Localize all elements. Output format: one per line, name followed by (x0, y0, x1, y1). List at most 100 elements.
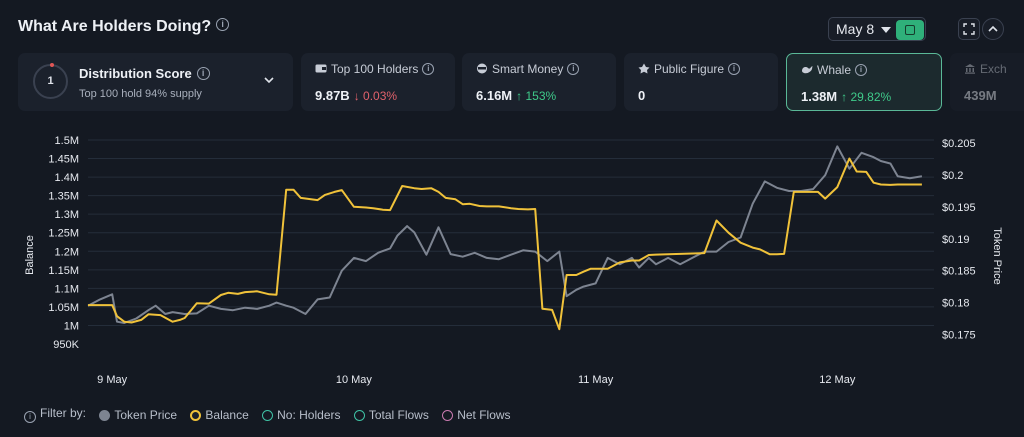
card-label: Top 100 Holders i (315, 62, 435, 76)
legend-toggle-holders[interactable]: No: Holders (262, 408, 340, 422)
x-tick-label: 9 May (97, 374, 127, 386)
chevron-up-icon (988, 25, 998, 32)
whale-icon (802, 66, 813, 74)
x-tick-label: 10 May (336, 374, 373, 386)
left-axis-labels: 1.5M 1.45M 1.4M 1.35M 1.3M 1.25M 1.2M 1.15M 1.1M… (48, 135, 79, 351)
y-tick-label-left: 1.3M (55, 209, 79, 221)
info-icon[interactable]: i (728, 62, 741, 75)
y-tick-label-left: 1.45M (48, 154, 79, 166)
distribution-score-title-text: Distribution Score (79, 66, 192, 81)
metric-cards: 1 Distribution Score i Top 100 hold 94% s… (18, 53, 1024, 111)
exchange-icon (965, 64, 975, 74)
legend-toggle-net-flows[interactable]: Net Flows (442, 407, 511, 422)
y-tick-label-left: 1.5M (55, 135, 79, 147)
y-tick-label-left: 1.35M (48, 191, 79, 203)
info-icon[interactable]: i (855, 63, 868, 76)
holders-chart: 1.5M 1.45M 1.4M 1.35M 1.3M 1.25M 1.2M 1.15M 1.1M… (24, 135, 1003, 386)
balance-line (88, 157, 922, 331)
card-exchange[interactable]: Exch 439M (950, 53, 1024, 111)
card-public-figure[interactable]: Public Figure i 0 (624, 53, 778, 111)
y-tick-label-left: 1.2M (55, 246, 79, 258)
legend-toggle-total-flows[interactable]: Total Flows (353, 407, 429, 422)
y-tick-label-left: 1.4M (55, 172, 79, 184)
chevron-down-icon[interactable] (263, 75, 275, 85)
legend-label: Net Flows (457, 407, 511, 422)
right-axis-labels: $0.205 $0.2 $0.195 $0.19 $0.185 $0.18 $0.175 (942, 138, 976, 341)
card-value-text: 6.16M (476, 88, 513, 103)
y-tick-label-left: 1.25M (48, 228, 79, 240)
token-price-line (87, 145, 923, 324)
chart-legend: i Filter by: Token Price Balance No: Hold… (24, 406, 521, 423)
legend-toggle-token-price[interactable]: Token Price (99, 408, 177, 422)
y-tick-label-left: 1M (64, 320, 79, 332)
collapse-button[interactable] (982, 18, 1004, 40)
legend-marker (262, 409, 274, 421)
card-value: 6.16M ↑ 153% (476, 88, 556, 103)
x-tick-label: 11 May (578, 374, 614, 386)
card-value-text: 1.38M (801, 89, 838, 104)
fullscreen-button[interactable] (958, 18, 980, 40)
calendar-button[interactable] (896, 20, 924, 40)
distribution-score-card[interactable]: 1 Distribution Score i Top 100 hold 94% s… (18, 53, 293, 111)
card-label: Whale i (801, 63, 868, 77)
legend-marker (99, 409, 111, 421)
right-axis-title: Token Price (991, 227, 1003, 284)
card-value-text: 0 (638, 88, 646, 103)
y-tick-label-left: 1.1M (55, 283, 79, 295)
distribution-score-subtitle: Top 100 hold 94% supply (79, 88, 202, 100)
legend-toggle-balance[interactable]: Balance (190, 407, 249, 422)
card-smart-money[interactable]: Smart Money i 6.16M ↑ 153% (462, 53, 616, 111)
wallet-icon (315, 64, 327, 73)
y-tick-label-right: $0.2 (942, 170, 963, 182)
card-value: 9.87B ↓ 0.03% (315, 88, 397, 103)
y-tick-label-left: 1.15M (48, 265, 79, 277)
card-whale[interactable]: Whale i 1.38M ↑ 29.82% (786, 53, 942, 111)
legend-label: Balance (205, 407, 249, 422)
chart-series (87, 145, 923, 331)
legend-label: Total Flows (368, 407, 429, 422)
y-tick-label-right: $0.19 (942, 234, 970, 246)
y-tick-label-right: $0.195 (942, 202, 976, 214)
filter-icon: i (24, 411, 36, 423)
chart-gridlines (88, 139, 934, 326)
info-icon[interactable]: i (567, 62, 580, 75)
legend-marker (190, 409, 202, 421)
x-tick-label: 12 May (819, 374, 856, 386)
info-icon[interactable]: i (196, 67, 210, 81)
distribution-score-value: 1 (47, 75, 54, 87)
distribution-score-gauge: 1 (33, 63, 68, 99)
filter-by-text: Filter by: (40, 406, 87, 420)
info-icon[interactable]: i (422, 62, 435, 75)
legend-label: Token Price (114, 407, 178, 422)
card-value-text: 9.87B (315, 88, 350, 103)
card-value-text: 439M (964, 88, 997, 103)
date-select[interactable]: May 8 (828, 17, 926, 41)
card-label-text: Whale (817, 63, 852, 77)
info-icon[interactable]: i (216, 18, 230, 32)
card-value: 0 (638, 88, 645, 103)
panel-title-text: What Are Holders Doing? (18, 18, 212, 35)
filter-by-label: i Filter by: (24, 406, 86, 423)
gauge-marker (50, 63, 54, 67)
card-label-text: Exch (980, 62, 1007, 76)
legend-marker (353, 409, 365, 421)
legend-marker (442, 409, 454, 421)
card-label-text: Smart Money (492, 62, 564, 76)
y-tick-label-right: $0.205 (942, 138, 976, 150)
card-label: Exch (964, 62, 1007, 76)
change-indicator-down: ↓ 0.03% (353, 89, 398, 103)
card-label-text: Top 100 Holders (331, 62, 419, 76)
change-indicator-up: ↑ 29.82% (841, 90, 892, 104)
card-label: Public Figure i (638, 62, 741, 76)
public-figure-icon (638, 63, 650, 74)
date-select-value: May 8 (836, 21, 875, 37)
y-tick-label-right: $0.175 (942, 329, 976, 341)
card-label-text: Public Figure (654, 62, 725, 76)
card-value: 1.38M ↑ 29.82% (801, 89, 891, 104)
legend-label: No: Holders (277, 407, 341, 422)
card-label: Smart Money i (476, 62, 580, 76)
panel-header: What Are Holders Doing? i May 8 (18, 14, 1014, 44)
card-value: 439M (964, 88, 997, 103)
card-top-100-holders[interactable]: Top 100 Holders i 9.87B ↓ 0.03% (301, 53, 455, 111)
left-axis-title: Balance (24, 235, 36, 275)
